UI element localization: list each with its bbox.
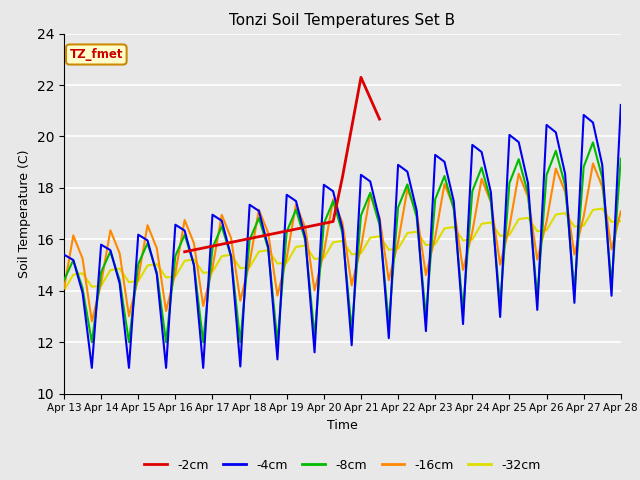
-32cm <box>172 274 179 279</box>
-8cm <box>60 277 68 283</box>
Legend: -2cm, -4cm, -8cm, -16cm, -32cm: -2cm, -4cm, -8cm, -16cm, -32cm <box>140 454 545 477</box>
-4cm <box>366 179 374 184</box>
-16cm <box>552 166 559 171</box>
Title: Tonzi Soil Temperatures Set B: Tonzi Soil Temperatures Set B <box>229 13 456 28</box>
-32cm <box>255 249 263 254</box>
-32cm <box>357 251 365 256</box>
-16cm <box>200 303 207 309</box>
-16cm <box>366 192 374 197</box>
-8cm <box>552 148 559 154</box>
-32cm <box>190 257 198 263</box>
-32cm <box>394 246 402 252</box>
-16cm <box>60 286 68 291</box>
Text: TZ_fmet: TZ_fmet <box>70 48 123 61</box>
-8cm <box>88 339 96 345</box>
-4cm <box>88 365 96 371</box>
-2cm <box>357 74 365 80</box>
-32cm <box>543 228 550 233</box>
-16cm <box>617 208 625 214</box>
Line: -4cm: -4cm <box>64 105 621 368</box>
-16cm <box>88 318 96 324</box>
-8cm <box>403 181 411 187</box>
-8cm <box>200 339 207 345</box>
-4cm <box>200 365 207 371</box>
Y-axis label: Soil Temperature (C): Soil Temperature (C) <box>18 149 31 278</box>
-8cm <box>366 190 374 196</box>
-8cm <box>264 246 272 252</box>
Line: -32cm: -32cm <box>64 208 621 290</box>
X-axis label: Time: Time <box>327 419 358 432</box>
-16cm <box>403 186 411 192</box>
-16cm <box>589 161 596 167</box>
-16cm <box>264 230 272 236</box>
-2cm <box>190 247 198 253</box>
-2cm <box>255 234 263 240</box>
-32cm <box>617 218 625 224</box>
-32cm <box>60 288 68 293</box>
-4cm <box>264 244 272 250</box>
Line: -2cm: -2cm <box>184 77 380 252</box>
-16cm <box>180 217 188 223</box>
-4cm <box>403 169 411 175</box>
-8cm <box>589 140 596 145</box>
-4cm <box>617 102 625 108</box>
-4cm <box>552 130 559 135</box>
-8cm <box>617 156 625 162</box>
-8cm <box>180 232 188 238</box>
-4cm <box>180 228 188 233</box>
-32cm <box>598 205 606 211</box>
Line: -8cm: -8cm <box>64 143 621 342</box>
Line: -16cm: -16cm <box>64 164 621 321</box>
-4cm <box>60 252 68 258</box>
